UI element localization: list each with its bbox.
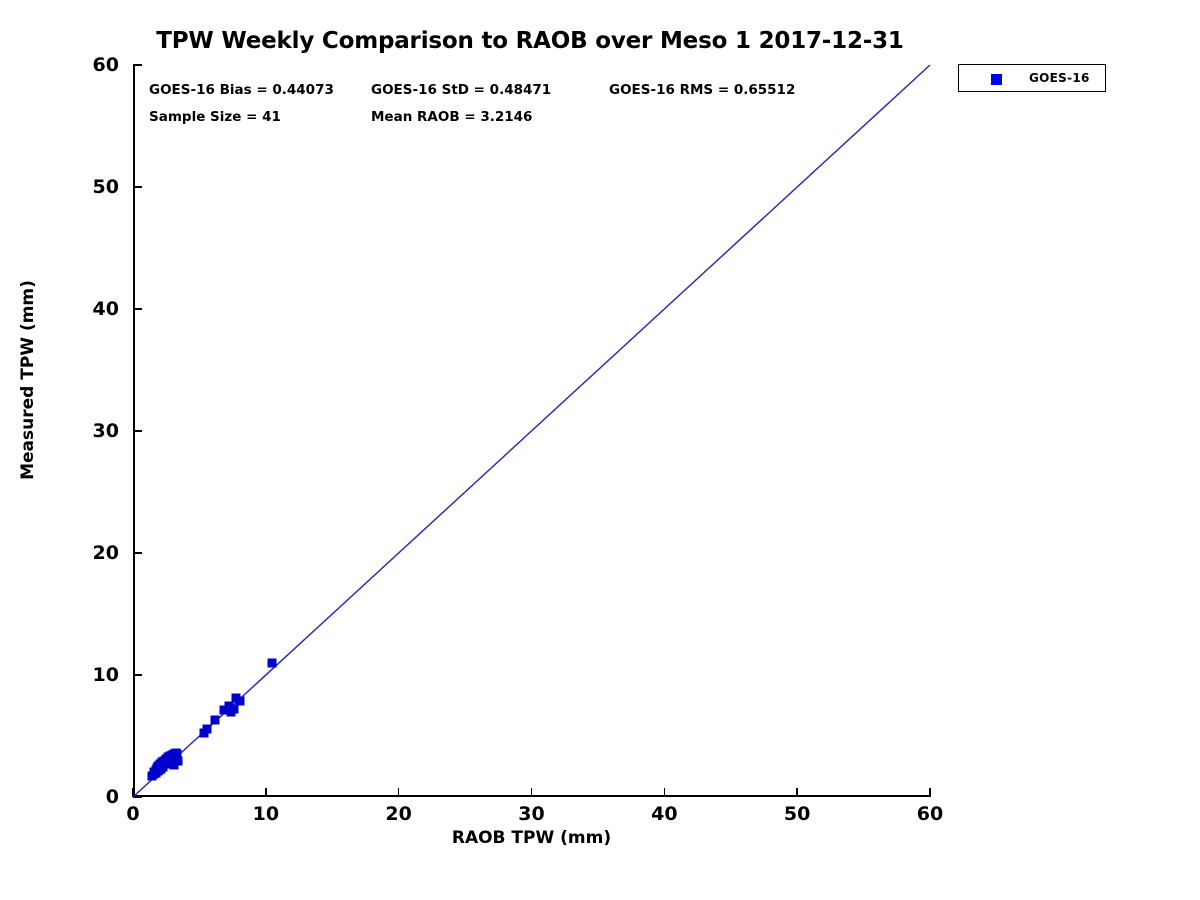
y-tick-0 bbox=[133, 796, 142, 798]
x-tick-60 bbox=[929, 788, 931, 797]
y-tick-label-30: 30 bbox=[92, 420, 119, 442]
chart-title: TPW Weekly Comparison to RAOB over Meso … bbox=[156, 28, 904, 54]
stat-std: GOES-16 StD = 0.48471 bbox=[371, 82, 552, 98]
scatter-points-layer bbox=[133, 65, 930, 797]
y-tick-label-50: 50 bbox=[92, 176, 119, 198]
scatter-point bbox=[173, 756, 183, 766]
scatter-point bbox=[202, 724, 212, 734]
x-tick-0 bbox=[132, 788, 134, 797]
y-tick-10 bbox=[133, 674, 142, 676]
x-tick-label-0: 0 bbox=[126, 803, 140, 825]
scatter-point bbox=[229, 704, 239, 714]
y-tick-30 bbox=[133, 430, 142, 432]
y-tick-20 bbox=[133, 552, 142, 554]
y-tick-label-60: 60 bbox=[92, 54, 119, 76]
x-tick-label-20: 20 bbox=[385, 803, 412, 825]
scatter-point bbox=[219, 705, 229, 715]
x-axis-label: RAOB TPW (mm) bbox=[451, 828, 612, 848]
stat-bias: GOES-16 Bias = 0.44073 bbox=[149, 82, 334, 98]
stat-mean-raob: Mean RAOB = 3.2146 bbox=[371, 109, 533, 125]
y-tick-label-20: 20 bbox=[92, 542, 119, 564]
stat-rms: GOES-16 RMS = 0.65512 bbox=[609, 82, 796, 98]
x-tick-label-10: 10 bbox=[252, 803, 280, 825]
x-tick-10 bbox=[265, 788, 267, 797]
one-to-one-reference-line bbox=[132, 64, 931, 798]
x-tick-20 bbox=[397, 788, 400, 797]
y-tick-label-10: 10 bbox=[92, 664, 119, 686]
x-tick-40 bbox=[663, 788, 666, 797]
scatter-point bbox=[224, 701, 234, 711]
y-tick-60 bbox=[133, 64, 142, 66]
legend-label-goes-16: GOES-16 bbox=[1029, 71, 1090, 85]
scatter-point bbox=[267, 658, 277, 668]
stat-sample-size: Sample Size = 41 bbox=[149, 109, 281, 125]
x-tick-label-40: 40 bbox=[651, 803, 678, 825]
plot-area: 0 10 20 30 40 50 60 0 10 20 30 40 50 60 bbox=[93, 54, 944, 825]
y-tick-label-0: 0 bbox=[105, 786, 119, 808]
x-tick-label-50: 50 bbox=[783, 803, 811, 825]
x-tick-label-30: 30 bbox=[518, 803, 545, 825]
y-tick-50 bbox=[133, 186, 142, 188]
y-tick-label-40: 40 bbox=[92, 298, 119, 320]
y-axis-label: Measured TPW (mm) bbox=[18, 280, 38, 480]
x-tick-30 bbox=[530, 788, 533, 797]
legend-box: GOES-16 bbox=[958, 64, 1106, 92]
scatter-point bbox=[210, 715, 220, 725]
x-tick-50 bbox=[796, 788, 798, 797]
x-tick-label-60: 60 bbox=[916, 803, 944, 825]
legend-marker-goes-16 bbox=[991, 74, 1002, 85]
scatter-point bbox=[235, 696, 245, 706]
y-tick-40 bbox=[133, 308, 142, 310]
scatter-point bbox=[172, 749, 182, 759]
